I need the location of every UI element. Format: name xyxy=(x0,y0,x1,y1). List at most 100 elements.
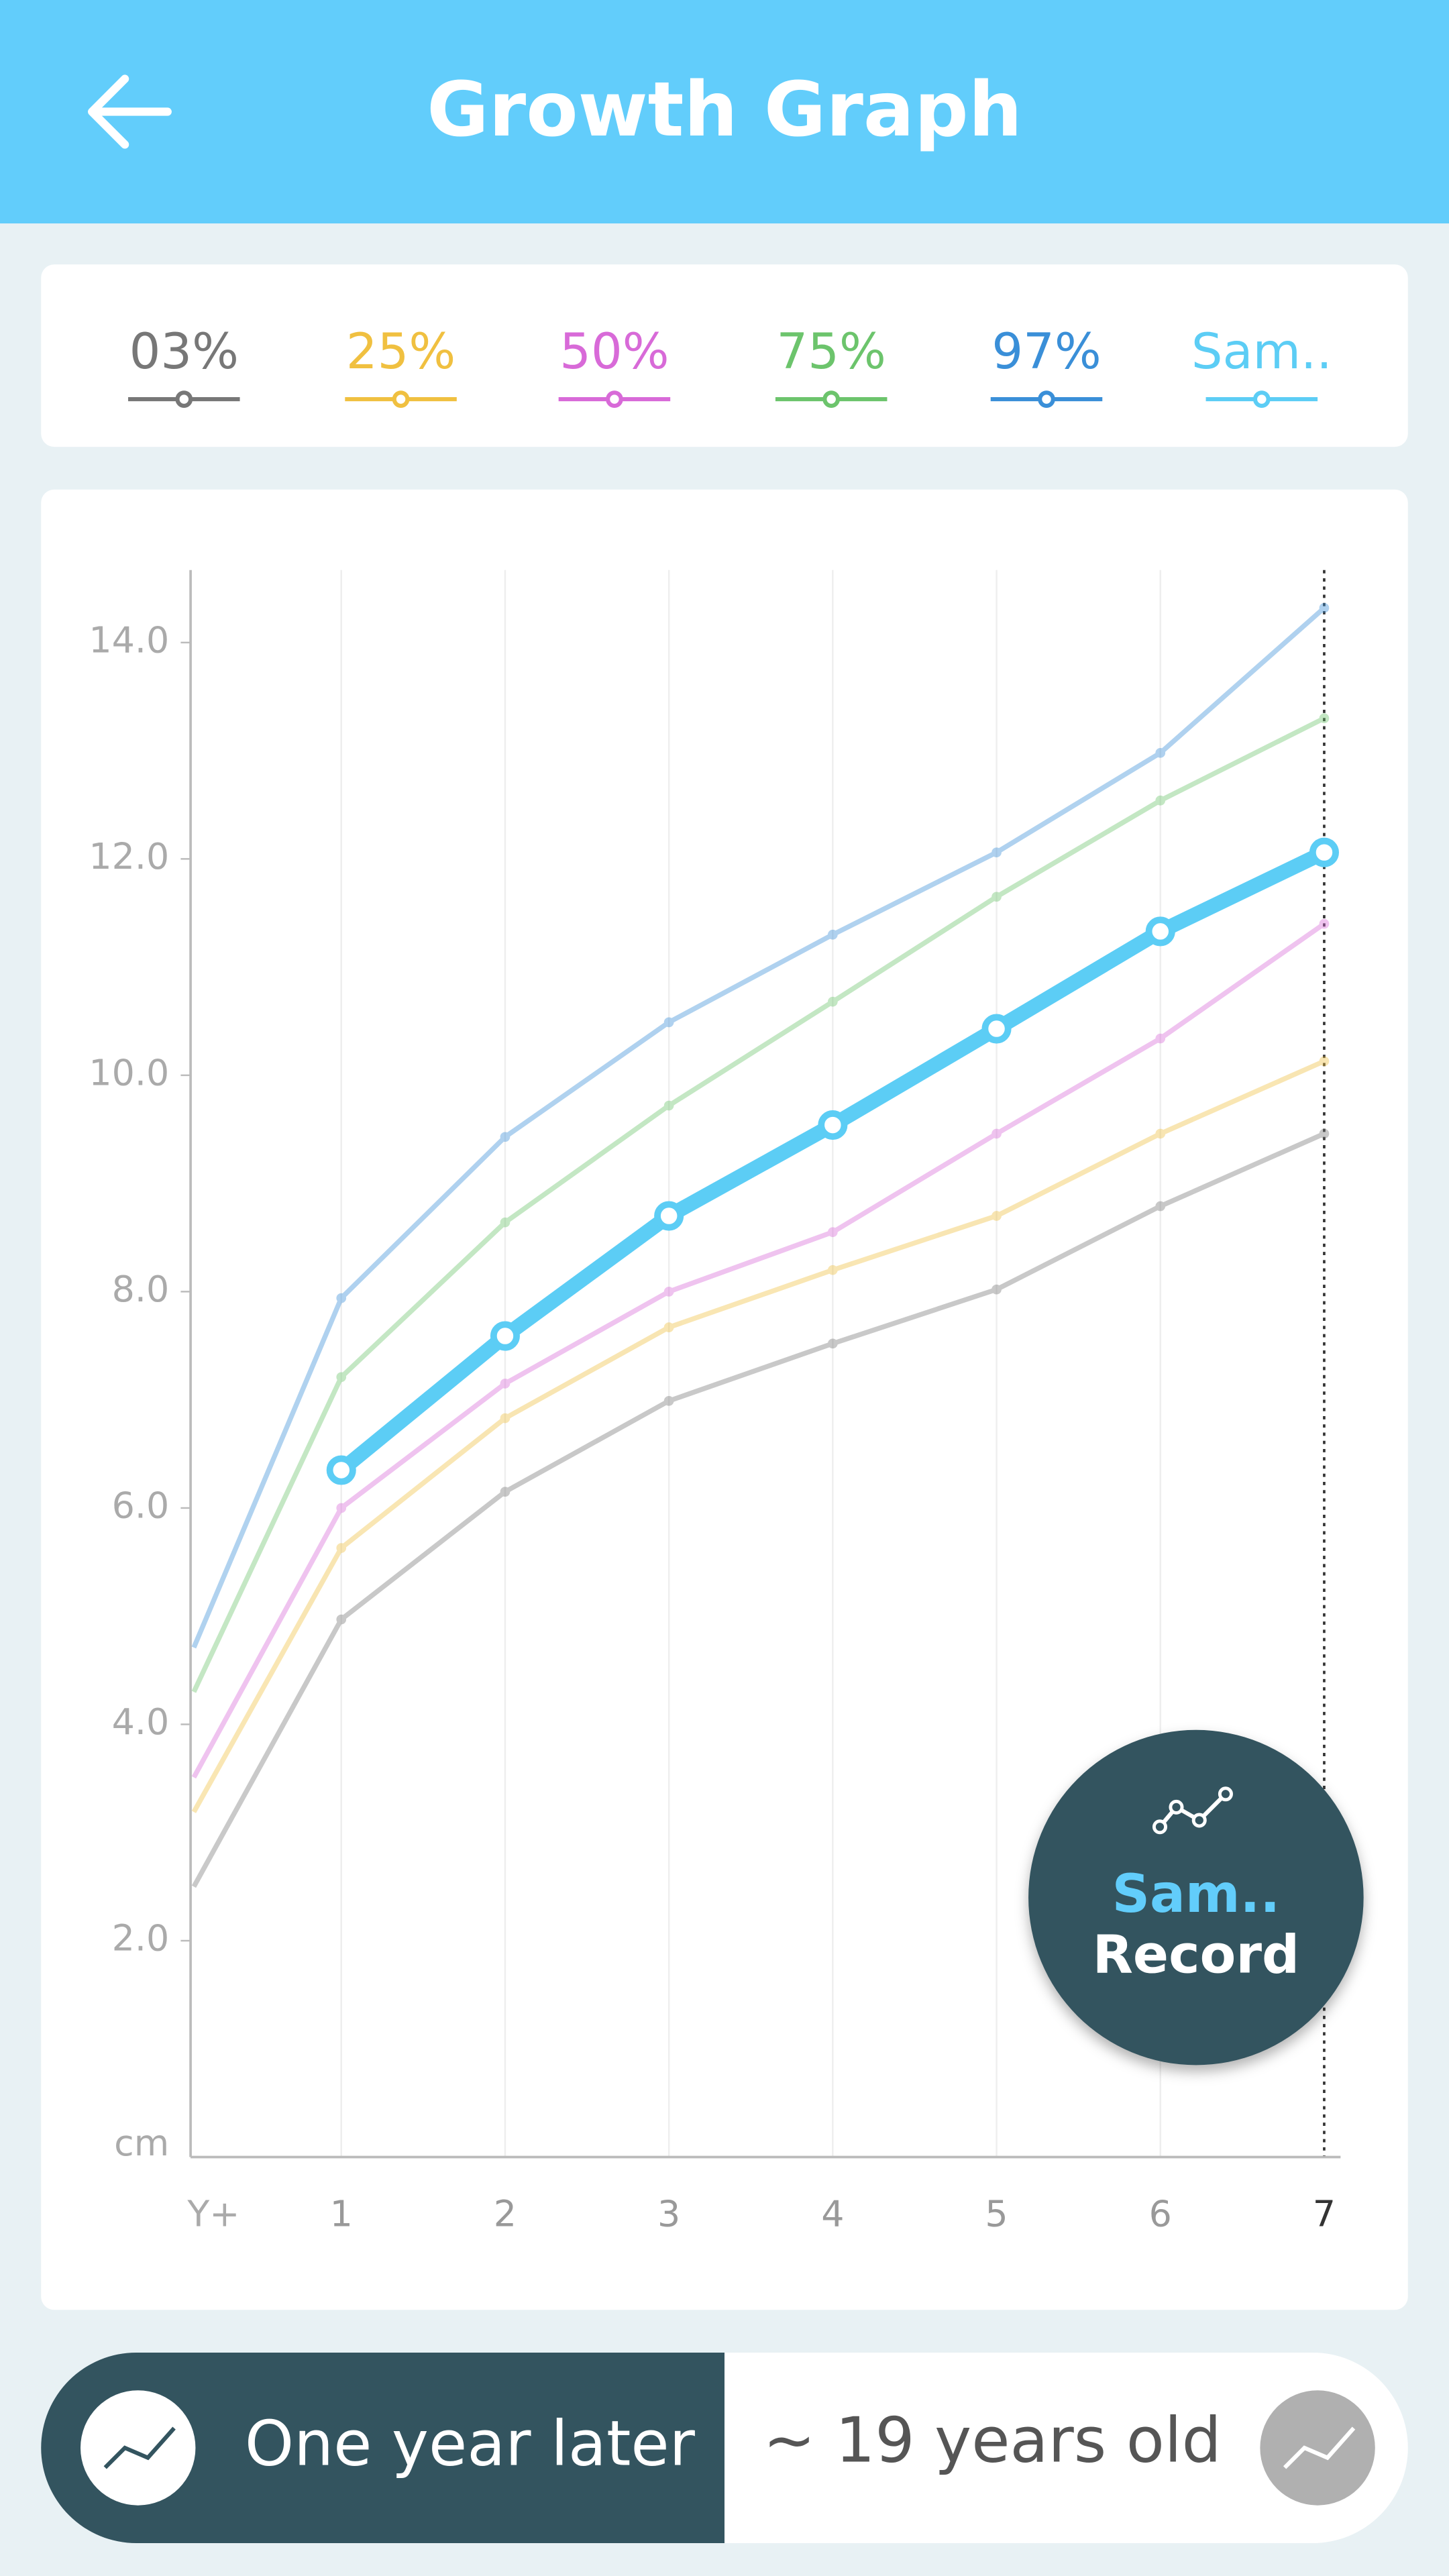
data-point xyxy=(991,892,1002,902)
data-point xyxy=(991,1284,1002,1295)
x-tick-label: 6 xyxy=(1149,2192,1172,2235)
series-line xyxy=(191,922,1326,1779)
series xyxy=(191,918,1330,1779)
x-tick-label: 4 xyxy=(821,2192,844,2235)
data-point xyxy=(1319,918,1330,929)
range-icon xyxy=(1283,2426,1356,2469)
series xyxy=(191,602,1330,1649)
data-point xyxy=(1145,916,1175,947)
data-point xyxy=(336,1543,347,1553)
series xyxy=(326,837,1339,1485)
series-line xyxy=(191,1131,1326,1888)
legend-label: 75% xyxy=(777,323,886,380)
series xyxy=(191,1056,1330,1813)
data-point xyxy=(500,1217,511,1228)
data-point xyxy=(500,1487,511,1497)
data-point xyxy=(827,996,838,1007)
toggle-icon-bg xyxy=(80,2390,196,2506)
one-year-button[interactable] xyxy=(41,2352,725,2544)
data-point xyxy=(336,1372,347,1383)
fab-name: Sam.. xyxy=(1112,1864,1280,1925)
data-point xyxy=(991,1211,1002,1221)
data-point xyxy=(663,1287,674,1297)
fab-icon xyxy=(1152,1819,1167,1835)
legend-label: Sam.. xyxy=(1191,323,1332,380)
data-point xyxy=(827,1338,838,1349)
fab-circle[interactable] xyxy=(1028,1729,1364,2065)
data-point xyxy=(654,1201,684,1231)
series-line xyxy=(191,1059,1326,1813)
legend-item[interactable]: 97% xyxy=(990,323,1103,408)
legend-dot xyxy=(822,390,841,408)
range-icon-bg[interactable] xyxy=(1260,2390,1375,2506)
data-point xyxy=(827,1227,838,1238)
toggle-icon xyxy=(103,2426,176,2469)
data-point xyxy=(991,1128,1002,1139)
y-axis-label: cm xyxy=(114,2122,169,2164)
y-tick-label: 2.0 xyxy=(112,1917,170,1960)
x-tick-label: 3 xyxy=(657,2192,680,2235)
data-point xyxy=(500,1413,511,1424)
data-point xyxy=(336,1614,347,1625)
series-line xyxy=(191,606,1326,1649)
title: Growth Graph xyxy=(427,65,1022,154)
data-point xyxy=(336,1293,347,1303)
fab-label: Record xyxy=(1093,1925,1300,1986)
y-tick-label: 4.0 xyxy=(112,1701,170,1743)
data-point xyxy=(818,1110,848,1140)
data-point xyxy=(1155,1033,1166,1044)
data-point xyxy=(500,1379,511,1389)
legend-item[interactable]: Sam.. xyxy=(1191,323,1332,408)
legend-item[interactable]: 25% xyxy=(345,323,457,408)
series xyxy=(191,1128,1330,1888)
data-point xyxy=(1319,713,1330,724)
y-tick-label: 10.0 xyxy=(89,1052,169,1094)
fab-icon xyxy=(1169,1799,1184,1815)
y-tick-label: 14.0 xyxy=(89,619,169,661)
series-line xyxy=(191,716,1326,1693)
one-year-label: One year later xyxy=(245,2407,696,2479)
legend-dot xyxy=(392,390,410,408)
data-point xyxy=(663,1322,674,1332)
back-button[interactable] xyxy=(88,74,172,149)
data-point xyxy=(981,1014,1012,1044)
series xyxy=(191,713,1330,1693)
data-point xyxy=(1155,1128,1166,1139)
legend-label: 25% xyxy=(346,323,455,380)
app-bar xyxy=(0,0,1449,224)
age-range-label[interactable]: ~ 19 years old xyxy=(763,2404,1222,2476)
legend-dot xyxy=(606,390,623,408)
legend-dot xyxy=(175,390,193,408)
data-point xyxy=(827,1265,838,1275)
data-point xyxy=(500,1132,511,1142)
data-point xyxy=(336,1503,347,1513)
data-point xyxy=(1155,1201,1166,1212)
legend-label: 50% xyxy=(559,323,669,380)
legend-label: 03% xyxy=(129,323,239,380)
fab-icon xyxy=(1191,1813,1207,1828)
record-button[interactable]: Sam.. Record xyxy=(1028,1729,1364,2065)
legend-item[interactable]: 03% xyxy=(128,323,240,408)
data-point xyxy=(663,1017,674,1028)
fab-icon xyxy=(1218,1786,1233,1802)
data-point xyxy=(1319,602,1330,613)
data-point xyxy=(663,1395,674,1406)
legend-item[interactable]: 75% xyxy=(775,323,888,408)
data-point xyxy=(1155,747,1166,758)
legend-dot xyxy=(1252,390,1271,408)
data-point xyxy=(326,1455,356,1485)
legend-item[interactable]: 50% xyxy=(558,323,671,408)
x-axis-label: Y+ xyxy=(186,2192,239,2235)
x-tick-label: 5 xyxy=(985,2192,1008,2235)
x-tick-label: 1 xyxy=(330,2192,353,2235)
y-tick-label: 6.0 xyxy=(112,1485,170,1527)
legend-dot xyxy=(1038,390,1055,408)
data-point xyxy=(1155,795,1166,806)
data-point xyxy=(1319,1128,1330,1139)
y-tick-label: 12.0 xyxy=(89,835,169,877)
data-point xyxy=(663,1100,674,1111)
data-point xyxy=(490,1321,520,1351)
plot: 1 2 3 4 5 6 7 2.0 4.0 6.0 8.0 10.0 12.0 14.0 cm Y+ xyxy=(89,570,1341,2235)
